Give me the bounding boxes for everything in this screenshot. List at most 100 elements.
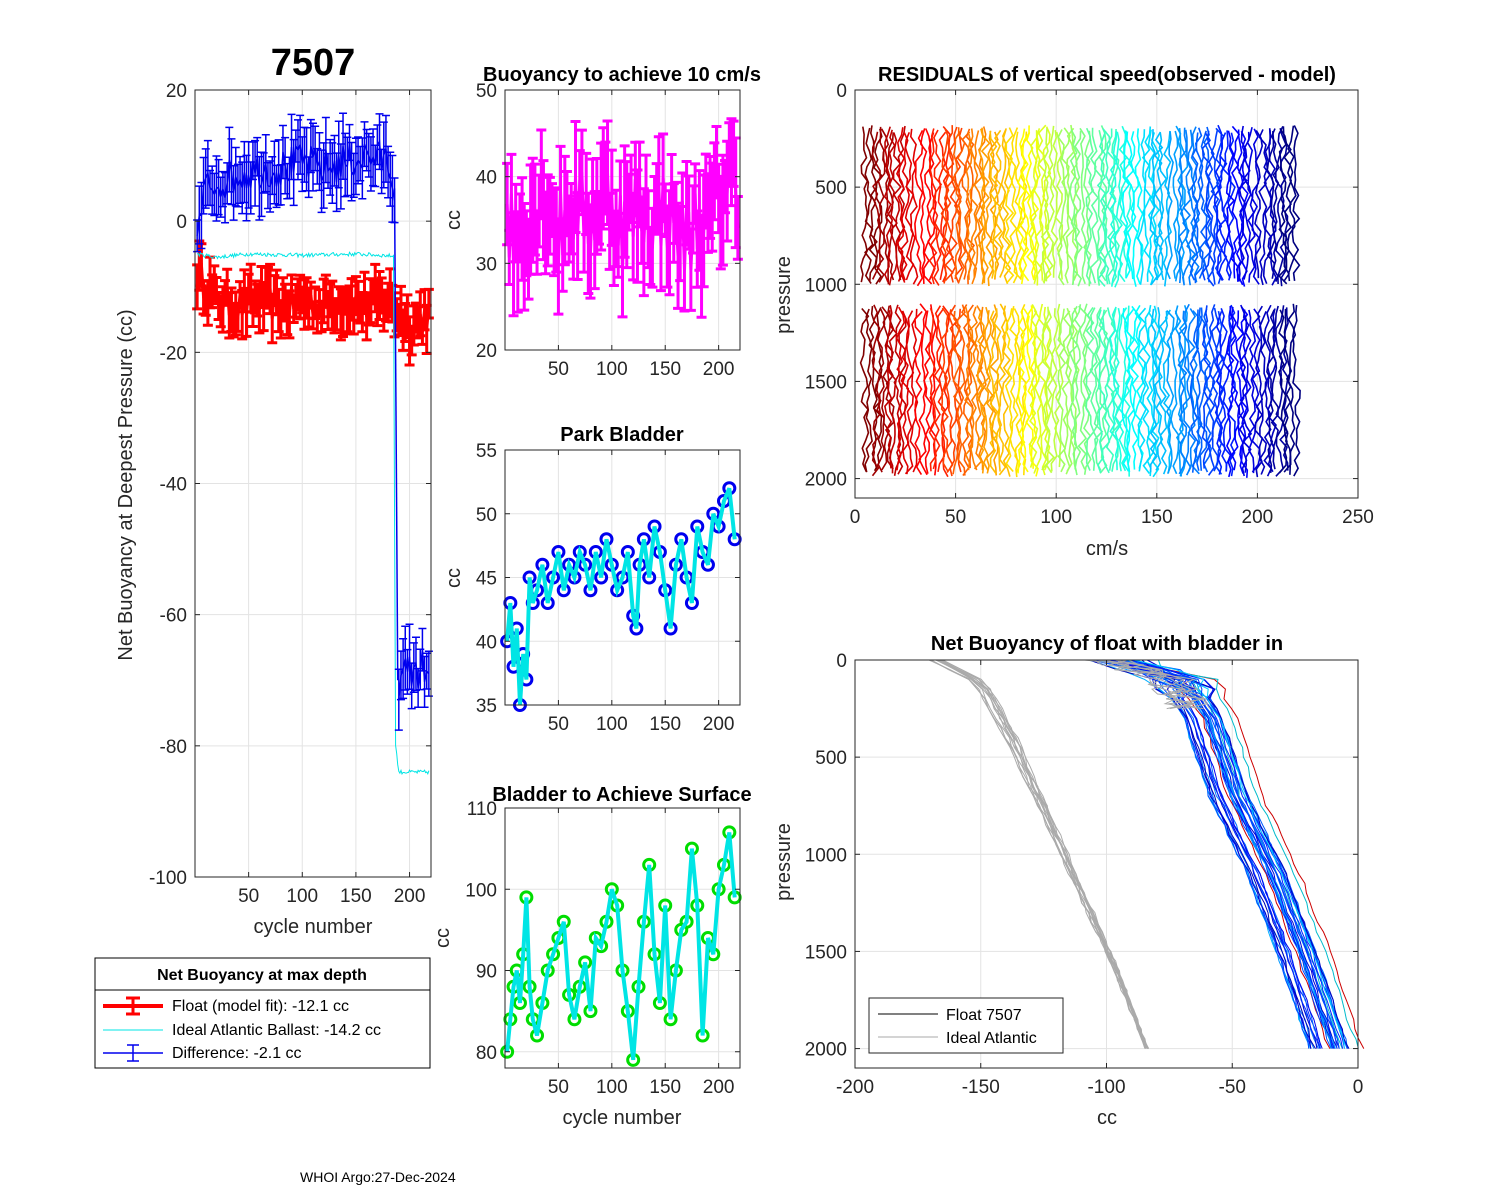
residual-profile [1238,304,1248,477]
residual-profile [942,125,951,283]
bladder-surface-line [505,832,737,1061]
residual-profile [1218,308,1228,472]
residuals-xtick-label: 50 [945,507,966,528]
residual-profile [1169,310,1180,475]
residual-profile [1202,126,1213,283]
net_buoyancy_bladder_in-ytick-label: 1000 [805,845,847,866]
park_bladder-xtick-label: 50 [548,714,569,735]
residuals-ytick-label: 0 [836,81,847,102]
residual-profile [1061,127,1071,284]
residual-profile [1009,127,1019,284]
surface-profile [1109,659,1204,710]
ideal-atlantic-profile [931,659,1149,1049]
residual-profile [1057,308,1067,473]
residual-profile [1258,310,1268,475]
net_buoyancy-xtick-label: 150 [340,886,372,907]
bladder_surface-ytick-label: 100 [465,880,497,901]
residual-profile [1270,305,1279,470]
residual-profile [881,306,891,471]
net_buoyancy-ytick-label: -40 [160,475,187,496]
residual-profile [1109,131,1118,287]
park_bladder-xtick-label: 150 [649,714,681,735]
buoyancy-10cms-errorbar [519,201,530,312]
residual-profile [1134,305,1144,469]
bladder_surface-ytick-label: 90 [476,962,497,983]
float-profile [1113,659,1321,1049]
residual-profile [940,127,950,284]
surface-profile [1096,659,1206,710]
net_buoyancy_bladder_in-ytick-label: 1500 [805,942,847,963]
residual-profile [1222,308,1233,472]
residual-profile [932,305,942,470]
residual-profile [1214,311,1224,475]
residual-profile [1033,309,1043,474]
residual-profile [945,309,954,473]
residual-profile [864,127,874,284]
residual-profile [1225,306,1235,478]
residual-profile [1130,131,1140,287]
legend-entry-float-7507: Float 7507 [946,1007,1022,1024]
residual-profile [1162,130,1172,287]
residual-profile [1194,127,1204,284]
footer-text: WHOI Argo:27-Dec-2024 [300,1169,456,1185]
residual-profile [989,304,1000,476]
float-profile [1107,659,1335,1049]
residual-profile [1044,309,1056,474]
residual-profile [981,306,991,471]
buoyancy_10cms-xtick-label: 100 [596,359,628,380]
difference-errorbar [347,141,356,202]
net_buoyancy_bladder_in-xtick-label: -150 [962,1077,1000,1098]
residual-profile [1207,304,1216,476]
residual-profile [969,128,979,285]
residual-profile [1230,125,1241,282]
float-profile [1119,659,1343,1049]
residual-profile [1079,127,1088,285]
residual-profile [1251,308,1261,473]
residual-profile [1137,307,1147,472]
buoyancy_10cms-xtick-label: 50 [548,359,569,380]
ideal-atlantic-profile [939,659,1150,1049]
residual-profile [1165,131,1174,280]
residual-profile [909,308,919,473]
residual-profile [1267,308,1277,473]
residual-profile [1254,305,1264,478]
residual-profile [949,126,958,283]
residual-profile [904,310,915,475]
residual-profile [993,308,1003,472]
float-profile [1105,659,1331,1049]
ideal-atlantic-ballast-line [196,251,430,775]
residual-profile [1186,308,1197,472]
residual-profile [1282,126,1293,283]
residual-profile [1186,129,1197,286]
float-profile [1124,659,1334,1049]
residual-profile [1001,128,1012,285]
net_buoyancy_bladder_in-xtick-label: 0 [1353,1077,1364,1098]
park-bladder-line [505,487,737,706]
residual-profile [1291,125,1301,282]
residual-profile [1247,309,1257,474]
difference-late-errorbar [424,650,433,697]
net_buoyancy_bladder_in-ytick-label: 0 [836,651,847,672]
residual-profile [1214,127,1225,284]
buoyancy_10cms-ytick-label: 40 [476,168,497,189]
residual-profile [1283,308,1293,473]
bladder_surface-xtick-label: 100 [596,1077,628,1098]
bladder_surface-xtick-label: 200 [703,1077,735,1098]
net_buoyancy-ytick-label: 0 [176,212,187,233]
residual-profile [1028,304,1039,468]
residual-profile [1016,310,1026,474]
residual-profile [1230,306,1240,471]
net_buoyancy_bladder_in-ytick-label: 2000 [805,1040,847,1061]
buoyancy-10cms-errorbar [559,154,570,267]
buoyancy_10cms-ytick-label: 30 [476,254,497,275]
difference-errorbar [354,136,363,185]
residual-profile [1177,127,1188,284]
residual-profile [884,305,895,470]
residual-profile [914,310,924,476]
residual-profile [1101,309,1111,474]
net_buoyancy-ytick-label: 20 [166,81,187,102]
residual-profile [1073,304,1082,476]
residuals-ylabel: pressure [773,256,795,334]
